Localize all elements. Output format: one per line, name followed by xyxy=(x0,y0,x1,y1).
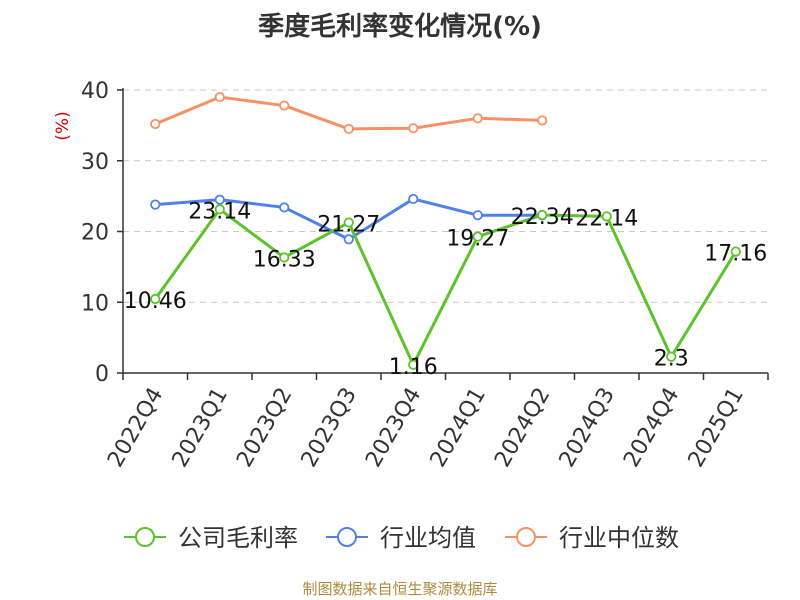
chart-title: 季度毛利率变化情况(%) xyxy=(258,12,542,42)
data-point xyxy=(279,202,290,213)
data-point xyxy=(408,359,419,370)
x-tick-label: 2024Q3 xyxy=(555,384,620,472)
data-point xyxy=(343,234,354,245)
data-label: 19.27 xyxy=(446,227,509,252)
legend-marker xyxy=(516,527,536,547)
axis-layer: 0 10 20 30 40 (%) 2022Q4 2023Q1 2023Q2 2023Q3 2023… xyxy=(53,79,769,472)
x-tick-label: 2024Q1 xyxy=(426,384,491,472)
legend-label: 行业均值 xyxy=(380,524,476,552)
data-point xyxy=(472,210,483,221)
data-point xyxy=(343,123,354,135)
x-tick-label: 2023Q3 xyxy=(297,384,362,472)
x-tick-label: 2023Q4 xyxy=(361,384,426,472)
legend-label: 公司毛利率 xyxy=(178,524,298,552)
data-point xyxy=(408,193,419,205)
data-label: 22.14 xyxy=(575,206,638,231)
data-point xyxy=(343,217,354,228)
data-point xyxy=(408,123,419,134)
data-point xyxy=(150,199,161,210)
data-point xyxy=(150,118,161,130)
data-point xyxy=(214,194,225,205)
y-axis-label: (%) xyxy=(53,111,73,140)
series-line-0 xyxy=(154,207,738,367)
y-tick-label: 40 xyxy=(81,79,109,104)
series-layer xyxy=(150,91,741,370)
data-label: 17.16 xyxy=(704,242,767,267)
data-point xyxy=(279,252,290,263)
data-label: 1.16 xyxy=(389,355,438,380)
data-label: 22.34 xyxy=(511,205,574,230)
y-tick-label: 20 xyxy=(81,221,109,246)
data-label: 2.3 xyxy=(654,347,689,372)
data-point xyxy=(472,231,483,242)
x-tick-label: 2024Q4 xyxy=(619,384,684,472)
data-label: 23.14 xyxy=(188,199,251,224)
x-tick-label: 2023Q2 xyxy=(232,384,297,472)
data-label: 16.33 xyxy=(253,247,316,272)
data-point xyxy=(214,204,225,215)
data-label: 21.27 xyxy=(317,213,380,238)
legend-marker xyxy=(337,527,357,547)
x-tick-label: 2025Q1 xyxy=(684,384,749,472)
source-note: 制图数据来自恒生聚源数据库 xyxy=(302,580,498,598)
data-point xyxy=(666,351,677,362)
data-point xyxy=(279,100,290,111)
y-tick-label: 30 xyxy=(81,150,109,175)
legend-marker xyxy=(135,527,155,547)
legend-label: 行业中位数 xyxy=(559,524,679,552)
x-tick-label: 2024Q2 xyxy=(490,384,555,472)
data-point xyxy=(472,113,483,124)
data-label: 10.46 xyxy=(124,289,187,314)
legend: 公司毛利率 行业均值 行业中位数 xyxy=(124,524,679,552)
data-point xyxy=(601,211,612,222)
data-point xyxy=(214,91,225,103)
x-tick-label: 2022Q4 xyxy=(103,384,168,472)
x-tick-label: 2023Q1 xyxy=(168,384,233,472)
y-tick-label: 0 xyxy=(95,362,109,387)
data-point xyxy=(537,209,548,221)
y-tick-label: 10 xyxy=(81,291,109,316)
data-point xyxy=(537,115,548,126)
data-point xyxy=(730,246,741,257)
data-point xyxy=(150,293,161,305)
